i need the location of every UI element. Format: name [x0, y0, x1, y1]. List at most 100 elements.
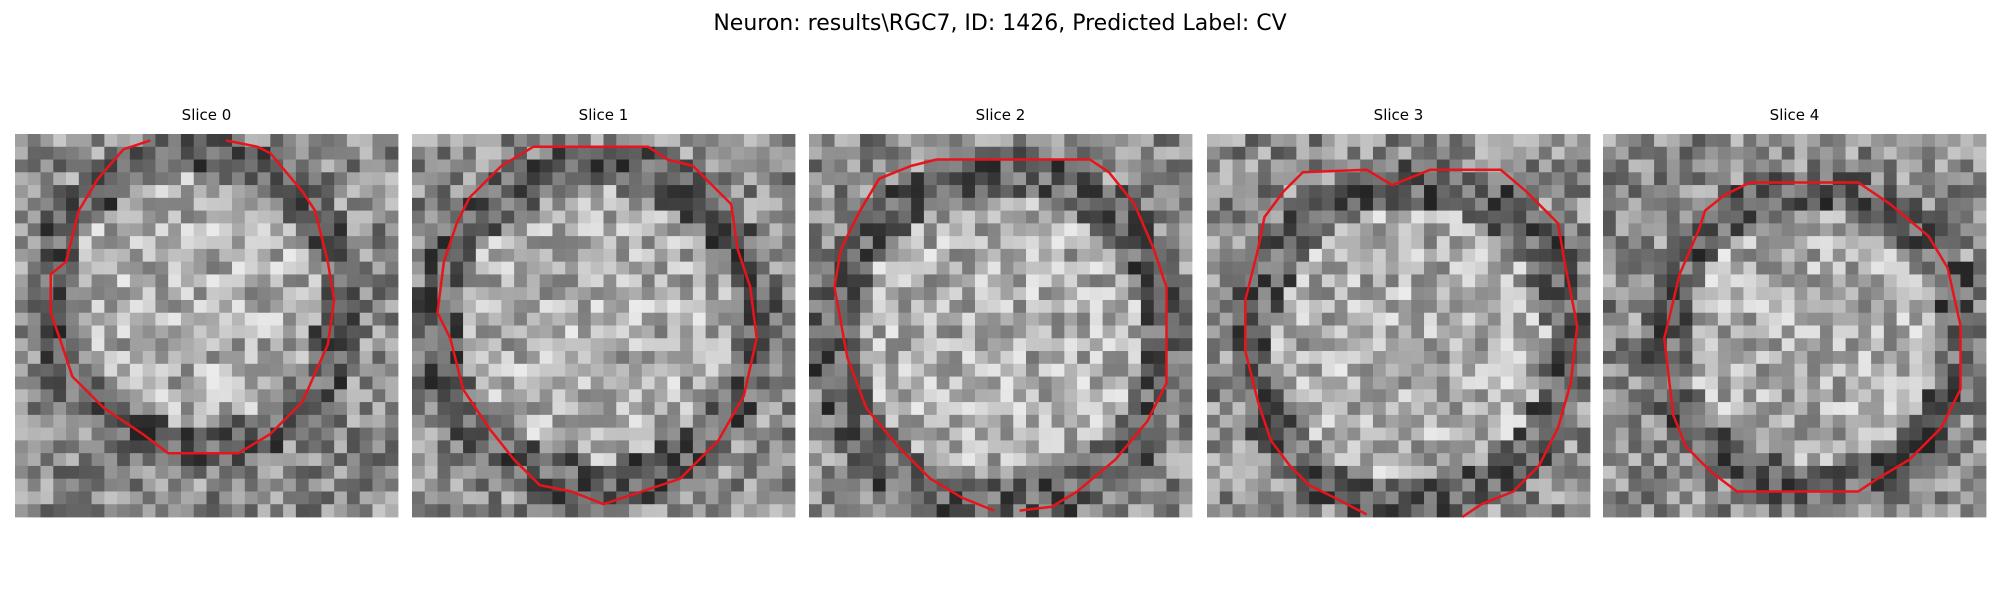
- pixel: [385, 261, 399, 275]
- pixel: [1128, 159, 1142, 173]
- pixel: [450, 236, 464, 250]
- pixel: [1051, 261, 1065, 275]
- pixel: [1654, 146, 1668, 160]
- pixel: [1000, 453, 1014, 467]
- pixel: [847, 389, 861, 403]
- pixel: [629, 134, 643, 148]
- pixel: [244, 376, 258, 390]
- pixel: [860, 172, 874, 186]
- pixel: [1166, 453, 1180, 467]
- pixel: [1526, 491, 1540, 505]
- pixel: [1296, 146, 1310, 160]
- pixel: [1102, 312, 1116, 326]
- pixel: [475, 210, 489, 224]
- pixel: [1654, 453, 1668, 467]
- pixel: [1743, 478, 1757, 492]
- pixel: [1487, 236, 1502, 250]
- pixel: [117, 363, 131, 377]
- pixel: [412, 236, 426, 250]
- pixel: [295, 299, 310, 314]
- pixel: [1051, 478, 1065, 492]
- pixel: [898, 453, 912, 467]
- pixel: [1705, 338, 1719, 352]
- pixel: [1500, 159, 1514, 173]
- pixel: [1270, 376, 1284, 390]
- pixel: [590, 389, 604, 403]
- pixel: [1781, 261, 1795, 275]
- pixel: [104, 185, 118, 199]
- pixel: [1896, 287, 1910, 301]
- pixel: [1692, 338, 1706, 352]
- pixel: [129, 146, 144, 160]
- pixel: [180, 185, 195, 199]
- pixel: [15, 134, 29, 148]
- pixel: [1436, 146, 1450, 160]
- pixel: [1038, 197, 1052, 211]
- pixel: [1717, 236, 1732, 250]
- pixel: [257, 376, 271, 390]
- pixel: [385, 287, 399, 301]
- pixel: [1551, 465, 1565, 480]
- pixel: [923, 338, 938, 352]
- pixel: [501, 172, 515, 186]
- pixel: [1321, 504, 1336, 518]
- pixel: [78, 299, 92, 314]
- pixel: [142, 172, 156, 186]
- pixel: [1051, 185, 1065, 199]
- pixel: [821, 299, 835, 314]
- pixel: [1692, 427, 1706, 441]
- pixel: [974, 185, 989, 199]
- pixel: [1219, 402, 1233, 416]
- pixel: [565, 427, 579, 441]
- panel-title: Slice 4: [1770, 106, 1820, 124]
- pixel: [1743, 312, 1757, 326]
- pixel: [539, 376, 553, 390]
- pixel: [949, 274, 963, 288]
- pixel: [1641, 146, 1655, 160]
- pixel: [1934, 210, 1949, 224]
- pixel: [270, 338, 284, 352]
- pixel: [1730, 402, 1744, 416]
- pixel: [283, 351, 297, 365]
- pixel: [1896, 478, 1910, 492]
- pixel: [962, 338, 976, 352]
- pixel: [1179, 299, 1193, 314]
- pixel: [359, 236, 373, 250]
- pixel: [1064, 159, 1078, 173]
- pixel: [872, 427, 886, 441]
- pixel: [1564, 504, 1578, 518]
- pixel: [1871, 376, 1885, 390]
- pixel: [1372, 223, 1387, 237]
- pixel: [15, 312, 29, 326]
- pixel: [962, 363, 976, 377]
- pixel: [1462, 453, 1476, 467]
- pixel: [1577, 172, 1591, 186]
- pixel: [1140, 427, 1155, 441]
- pixel: [1679, 223, 1693, 237]
- pixel: [1934, 223, 1949, 237]
- pixel: [514, 453, 528, 467]
- pixel: [1871, 491, 1885, 505]
- pixel: [603, 338, 617, 352]
- pixel: [1064, 376, 1078, 390]
- pixel: [1603, 134, 1617, 148]
- pixel: [1934, 491, 1949, 505]
- pixel: [641, 376, 655, 390]
- pixel: [501, 478, 515, 492]
- pixel: [104, 427, 118, 441]
- pixel: [1245, 325, 1259, 339]
- pixel: [1309, 351, 1323, 365]
- pixel: [1679, 504, 1693, 518]
- pixel: [1705, 312, 1719, 326]
- pixel: [629, 210, 643, 224]
- pixel: [501, 210, 515, 224]
- pixel: [1705, 172, 1719, 186]
- pixel: [847, 146, 861, 160]
- pixel: [15, 197, 29, 211]
- pixel: [1768, 287, 1783, 301]
- pixel: [1245, 440, 1259, 454]
- pixel: [1385, 402, 1399, 416]
- pixel: [834, 376, 848, 390]
- pixel: [539, 453, 553, 467]
- pixel: [1064, 478, 1078, 492]
